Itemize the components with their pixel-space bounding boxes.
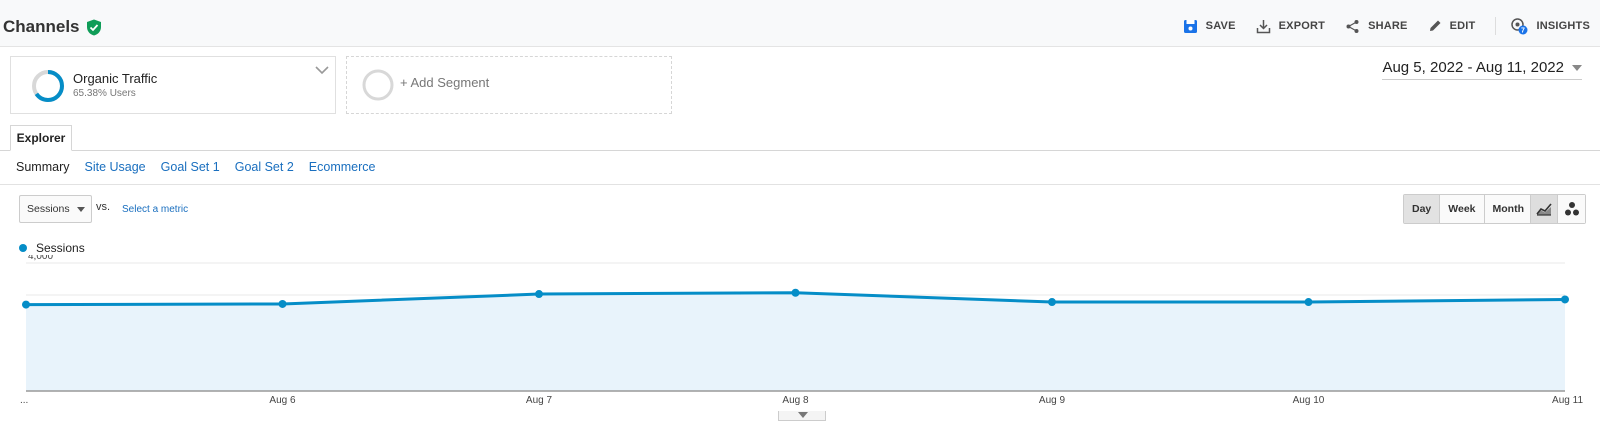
chevron-down-icon <box>315 66 329 75</box>
period-week-button[interactable]: Week <box>1439 195 1484 223</box>
sessions-point[interactable] <box>1561 295 1569 304</box>
period-day-button[interactable]: Day <box>1404 195 1440 223</box>
share-button[interactable]: SHARE <box>1345 19 1408 34</box>
sessions-point[interactable] <box>1048 298 1056 307</box>
x-tick-label: ... <box>20 395 28 406</box>
sessions-point[interactable] <box>1304 298 1313 307</box>
x-tick-label: Aug 8 <box>782 395 809 406</box>
x-tick-label: Aug 10 <box>1293 395 1325 406</box>
insights-button[interactable]: 7 INSIGHTS <box>1495 17 1590 35</box>
add-segment-button[interactable]: + Add Segment <box>346 56 672 114</box>
caret-down-icon <box>77 207 85 212</box>
bubble-chart-icon <box>1564 202 1579 216</box>
x-tick-label: Aug 11 <box>1552 395 1583 406</box>
legend-dot <box>19 244 27 252</box>
empty-segment-ring-icon <box>362 69 394 101</box>
subnav-goal-set-2[interactable]: Goal Set 2 <box>234 160 294 174</box>
segment-name: Organic Traffic <box>73 71 158 86</box>
chart-legend: Sessions <box>19 241 85 255</box>
save-label: SAVE <box>1205 20 1236 32</box>
download-icon <box>1256 19 1270 33</box>
subnav-summary[interactable]: Summary <box>16 160 70 174</box>
subnav-divider <box>0 184 1600 185</box>
line-chart-icon <box>1536 203 1552 216</box>
export-label: EXPORT <box>1278 20 1326 32</box>
save-button[interactable]: SAVE <box>1183 19 1236 34</box>
x-tick-label: Aug 7 <box>526 395 553 406</box>
line-chart-button[interactable] <box>1531 195 1558 223</box>
share-icon <box>1346 19 1359 33</box>
sessions-point[interactable] <box>535 290 543 299</box>
insights-icon: 7 <box>1511 18 1528 35</box>
verified-shield-icon <box>86 19 102 36</box>
sessions-point[interactable] <box>278 299 287 308</box>
sessions-point[interactable] <box>22 300 30 309</box>
chart-type-toggle <box>1530 194 1586 224</box>
segment-organic-traffic[interactable]: Organic Traffic 65.38% Users <box>10 56 336 114</box>
x-tick-label: Aug 9 <box>1039 395 1066 406</box>
motion-chart-button[interactable] <box>1558 195 1585 223</box>
x-tick-label: Aug 6 <box>269 395 296 406</box>
y-tick-label: 4,000 <box>28 255 53 262</box>
sessions-point[interactable] <box>791 288 800 297</box>
subnav-goal-set-1[interactable]: Goal Set 1 <box>160 160 220 174</box>
add-segment-label: + Add Segment <box>400 75 490 90</box>
report-toolbar: SAVE EXPORT SHARE EDIT 7 INSIGHTS <box>1163 17 1590 35</box>
page-title: Channels <box>3 17 80 36</box>
date-range-label: Aug 5, 2022 - Aug 11, 2022 <box>1382 59 1564 76</box>
legend-label: Sessions <box>36 241 85 255</box>
segment-ring-icon <box>32 70 64 102</box>
insights-label: INSIGHTS <box>1536 20 1590 32</box>
period-toggle: Day Week Month <box>1403 194 1534 224</box>
subnav-site-usage[interactable]: Site Usage <box>84 160 146 174</box>
period-month-button[interactable]: Month <box>1483 195 1533 223</box>
caret-down-icon <box>798 412 808 418</box>
subnav-ecommerce[interactable]: Ecommerce <box>308 160 376 174</box>
explorer-subnav: Summary Site Usage Goal Set 1 Goal Set 2… <box>16 160 390 174</box>
edit-label: EDIT <box>1449 20 1476 32</box>
collapse-chart-tab[interactable] <box>778 411 826 421</box>
export-button[interactable]: EXPORT <box>1256 19 1325 34</box>
vs-label: vs. <box>96 201 111 213</box>
edit-button[interactable]: EDIT <box>1428 19 1476 33</box>
pencil-icon <box>1429 20 1441 31</box>
metric-dropdown[interactable]: Sessions <box>19 195 92 223</box>
save-icon <box>1183 19 1197 33</box>
sessions-area <box>26 292 1565 391</box>
insights-badge: 7 <box>1521 28 1525 35</box>
segment-percent: 65.38% Users <box>73 88 136 99</box>
caret-down-icon <box>1572 64 1582 71</box>
tabs-divider <box>0 150 1600 151</box>
metric-dropdown-value: Sessions <box>27 203 70 215</box>
share-label: SHARE <box>1368 20 1408 32</box>
select-metric-link[interactable]: Select a metric <box>122 204 189 215</box>
date-range-picker[interactable]: Aug 5, 2022 - Aug 11, 2022 <box>1382 59 1582 80</box>
top-bar: Channels SAVE EXPORT SHARE EDIT 7 INSIGH… <box>0 0 1600 47</box>
tab-explorer[interactable]: Explorer <box>10 125 72 151</box>
